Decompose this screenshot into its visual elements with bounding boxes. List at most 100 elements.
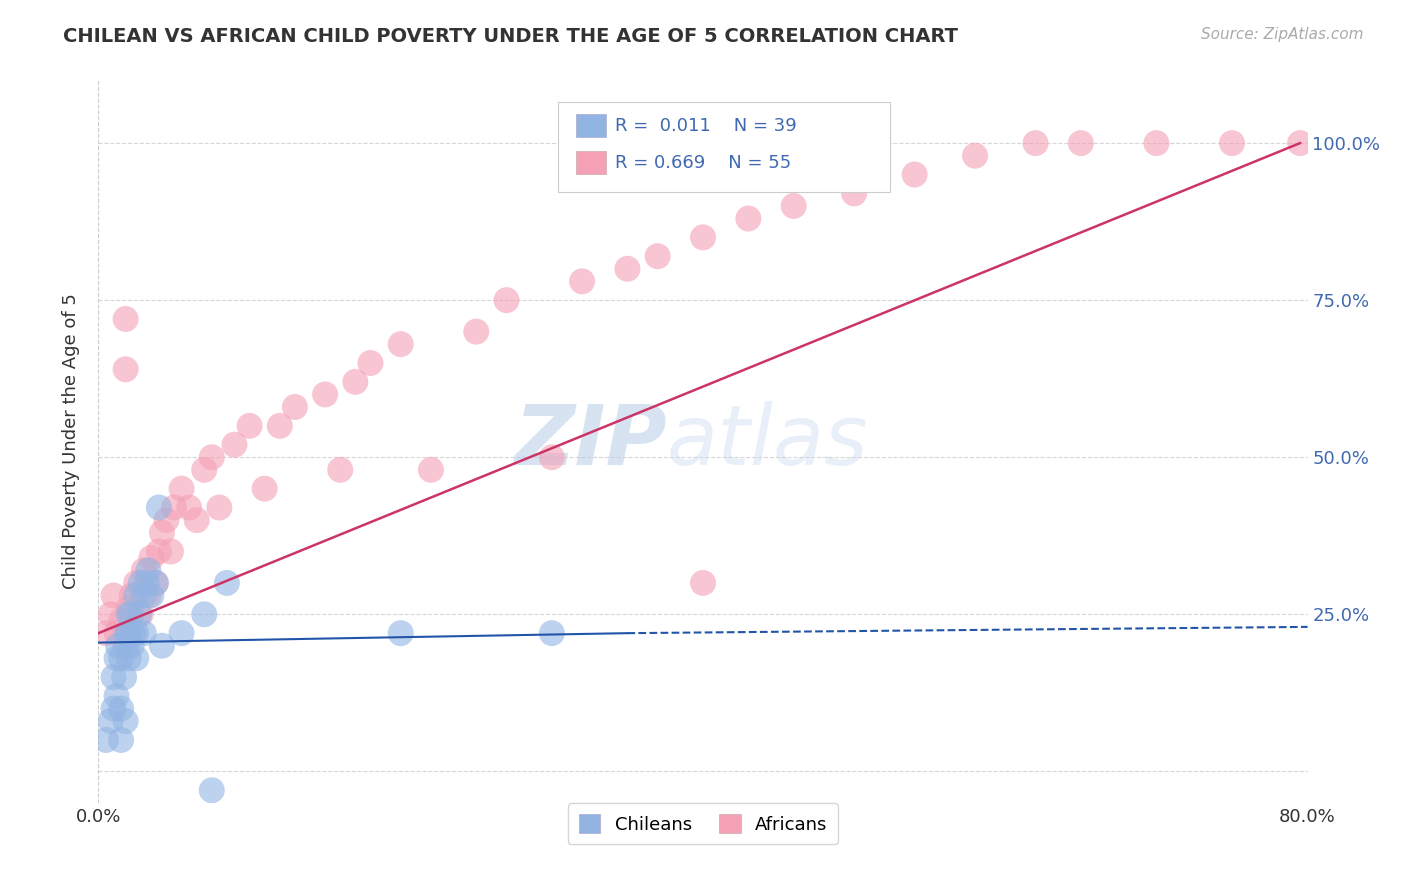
Point bbox=[145, 575, 167, 590]
Point bbox=[239, 418, 262, 433]
Text: Source: ZipAtlas.com: Source: ZipAtlas.com bbox=[1201, 27, 1364, 42]
Point bbox=[965, 149, 987, 163]
Point bbox=[495, 293, 517, 308]
Point bbox=[121, 589, 143, 603]
Point bbox=[904, 168, 927, 182]
Point bbox=[1289, 136, 1312, 150]
Point bbox=[208, 500, 231, 515]
Text: ZIP: ZIP bbox=[515, 401, 666, 482]
Text: CHILEAN VS AFRICAN CHILD POVERTY UNDER THE AGE OF 5 CORRELATION CHART: CHILEAN VS AFRICAN CHILD POVERTY UNDER T… bbox=[63, 27, 959, 45]
Point bbox=[737, 211, 759, 226]
Point bbox=[110, 614, 132, 628]
Point bbox=[114, 362, 136, 376]
Point bbox=[132, 626, 155, 640]
Point bbox=[118, 601, 141, 615]
Point bbox=[114, 312, 136, 326]
Point bbox=[647, 249, 669, 263]
Point bbox=[105, 689, 128, 703]
FancyBboxPatch shape bbox=[558, 102, 890, 193]
Point bbox=[118, 607, 141, 622]
Point bbox=[114, 639, 136, 653]
Point bbox=[136, 563, 159, 577]
Point bbox=[1220, 136, 1243, 150]
Text: atlas: atlas bbox=[666, 401, 869, 482]
Point bbox=[105, 626, 128, 640]
Point bbox=[129, 607, 152, 622]
Point bbox=[132, 563, 155, 577]
Point bbox=[136, 589, 159, 603]
Point bbox=[170, 626, 193, 640]
Point bbox=[155, 513, 177, 527]
Point bbox=[540, 626, 562, 640]
Point bbox=[141, 550, 163, 565]
Point bbox=[125, 575, 148, 590]
Point bbox=[141, 589, 163, 603]
Point bbox=[844, 186, 866, 201]
Point bbox=[389, 337, 412, 351]
Point bbox=[1024, 136, 1046, 150]
Point bbox=[420, 463, 443, 477]
Point bbox=[571, 274, 593, 288]
Point bbox=[201, 450, 224, 465]
Point bbox=[132, 589, 155, 603]
Point bbox=[121, 639, 143, 653]
Point bbox=[145, 575, 167, 590]
Text: R = 0.669    N = 55: R = 0.669 N = 55 bbox=[614, 153, 792, 171]
Point bbox=[128, 607, 150, 622]
Point bbox=[465, 325, 488, 339]
Point bbox=[121, 607, 143, 622]
Point bbox=[100, 714, 122, 728]
Point bbox=[344, 375, 367, 389]
Point bbox=[115, 626, 138, 640]
Point bbox=[100, 607, 122, 622]
Point bbox=[103, 701, 125, 715]
Point bbox=[224, 438, 246, 452]
Point bbox=[125, 626, 148, 640]
Point bbox=[284, 400, 307, 414]
Point bbox=[160, 544, 183, 558]
Point bbox=[360, 356, 382, 370]
Point bbox=[94, 733, 117, 747]
Point bbox=[314, 387, 336, 401]
Point bbox=[148, 500, 170, 515]
Point bbox=[540, 450, 562, 465]
Point bbox=[125, 589, 148, 603]
Point bbox=[94, 626, 117, 640]
Point bbox=[783, 199, 806, 213]
Point bbox=[103, 589, 125, 603]
Point bbox=[170, 482, 193, 496]
Point bbox=[103, 670, 125, 684]
Point bbox=[148, 544, 170, 558]
Point bbox=[692, 575, 714, 590]
Point bbox=[118, 626, 141, 640]
Point bbox=[253, 482, 276, 496]
Point bbox=[163, 500, 186, 515]
Point bbox=[692, 230, 714, 244]
Point bbox=[105, 651, 128, 665]
Point bbox=[110, 701, 132, 715]
Point bbox=[201, 783, 224, 797]
FancyBboxPatch shape bbox=[576, 114, 606, 137]
FancyBboxPatch shape bbox=[576, 151, 606, 174]
Point bbox=[150, 525, 173, 540]
Point bbox=[135, 575, 157, 590]
Point bbox=[129, 575, 152, 590]
Point bbox=[179, 500, 201, 515]
Point bbox=[1070, 136, 1092, 150]
Point bbox=[112, 670, 135, 684]
Y-axis label: Child Poverty Under the Age of 5: Child Poverty Under the Age of 5 bbox=[62, 293, 80, 590]
Text: R =  0.011    N = 39: R = 0.011 N = 39 bbox=[614, 117, 796, 135]
Point bbox=[118, 651, 141, 665]
Point bbox=[110, 651, 132, 665]
Point bbox=[114, 714, 136, 728]
Point bbox=[150, 639, 173, 653]
Point bbox=[186, 513, 208, 527]
Point bbox=[193, 607, 215, 622]
Point bbox=[110, 733, 132, 747]
Point bbox=[215, 575, 238, 590]
Point bbox=[193, 463, 215, 477]
Point bbox=[616, 261, 638, 276]
Point bbox=[122, 626, 145, 640]
Point bbox=[125, 651, 148, 665]
Point bbox=[107, 639, 129, 653]
